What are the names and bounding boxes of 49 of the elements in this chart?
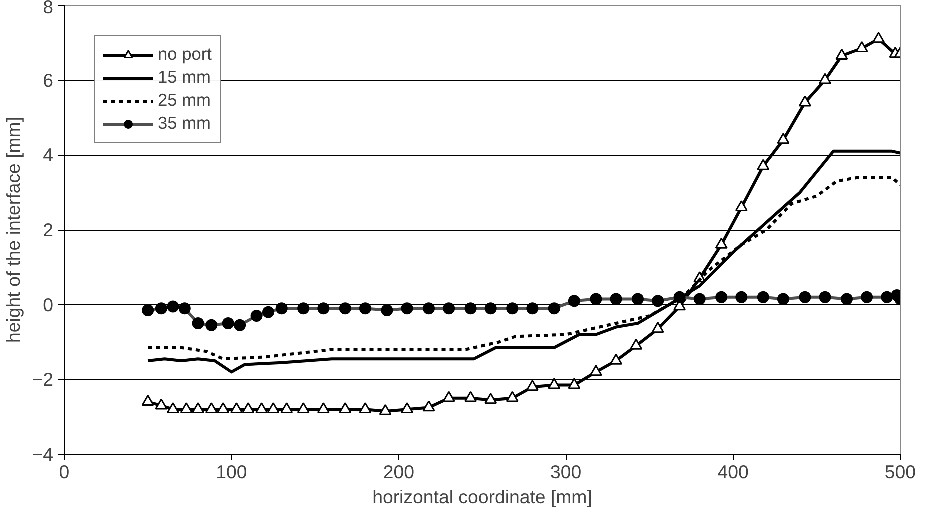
y-tick-label: 8 [43,0,54,18]
x-axis-title: horizontal coordinate [mm] [372,486,592,508]
x-tick-label: 400 [718,462,749,482]
legend-label: 25 mm [158,90,211,111]
point [155,398,168,410]
point [630,338,643,350]
point [548,378,561,390]
y-tick-label: 0 [43,294,54,316]
legend-label: 35 mm [158,113,211,134]
point [526,380,539,392]
point [256,402,268,414]
point [568,378,581,390]
x-tick-label: 0 [59,462,70,482]
point [166,402,180,414]
point [464,391,478,402]
y-tick-label: −4 [32,444,54,465]
point [317,402,330,414]
point [484,393,498,404]
y-tick-label: 6 [43,70,54,91]
point [359,402,372,414]
y-tick-label: 4 [43,144,54,166]
point [652,322,664,334]
point [506,391,519,402]
point [401,402,414,414]
point [339,402,352,414]
point [192,402,205,414]
point [267,402,280,414]
legend-label: 15 mm [158,67,211,88]
x-tick-label: 500 [884,462,916,482]
point [610,354,623,365]
point [205,402,218,414]
point [442,391,456,402]
point [297,402,310,414]
point [590,365,602,376]
point [217,402,230,414]
x-tick-label: 100 [216,462,248,482]
x-tick-label: 300 [550,462,582,482]
point [280,402,294,414]
legend-label: no port [158,44,212,65]
point [422,400,436,412]
point [180,402,193,414]
y-tick-label: 2 [43,220,54,240]
y-tick-label: −2 [32,369,54,390]
point [142,395,154,406]
point [242,402,255,414]
point [379,404,392,416]
y-axis-title: height of the interface [mm] [3,116,24,344]
point [230,402,243,414]
x-tick-label: 200 [383,462,414,482]
